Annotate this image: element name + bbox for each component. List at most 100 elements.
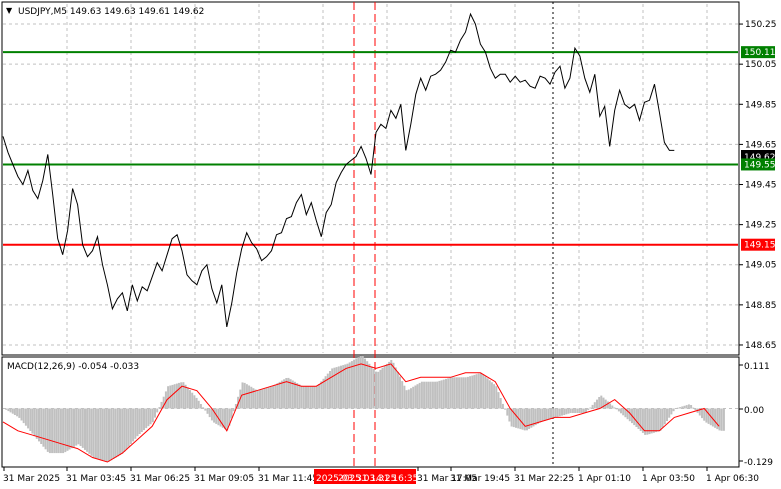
macd-bar [40, 408, 43, 444]
macd-bar [711, 408, 714, 427]
macd-bar [493, 384, 496, 409]
macd-bar [593, 402, 596, 409]
macd-bar [156, 408, 159, 413]
macd-bar [414, 385, 417, 409]
macd-bar [541, 408, 544, 422]
macd-bar [296, 383, 299, 409]
macd-bar [567, 408, 570, 414]
macd-bar [521, 408, 524, 430]
macd-bar [119, 408, 121, 456]
macd-bar [499, 398, 502, 409]
macd-bar [189, 390, 191, 409]
macd-bar [108, 408, 110, 462]
macd-bar [720, 408, 723, 431]
macd-bar [571, 408, 574, 413]
macd-bar [639, 408, 642, 431]
macd-bar [66, 408, 69, 451]
macd-bar [46, 408, 49, 452]
macd-bar [401, 381, 404, 409]
macd-bar [302, 386, 305, 409]
macd-bar [171, 384, 174, 409]
macd-bar [576, 408, 579, 413]
macd-bar [79, 408, 82, 446]
macd-bar [392, 362, 395, 409]
macd-bar [24, 408, 27, 426]
macd-bar [191, 392, 194, 409]
macd-bar [285, 378, 288, 409]
macd-bar [637, 408, 640, 429]
macd-bar [226, 408, 229, 431]
macd-bar [326, 373, 329, 409]
time-tick-label: 1 Apr 01:10 [578, 474, 631, 484]
macd-bar [506, 408, 509, 416]
macd-bar [217, 408, 220, 426]
macd-bar [259, 389, 261, 409]
macd-bar [167, 386, 170, 409]
macd-bar [679, 407, 682, 409]
macd-bar [114, 408, 117, 458]
macd-bar [449, 377, 452, 409]
macd-bar [86, 408, 89, 452]
macd-bar [309, 386, 312, 409]
macd-bar [624, 408, 627, 418]
macd-bar [425, 381, 428, 409]
macd-bar [355, 358, 358, 409]
macd-bar [77, 408, 80, 445]
macd-bar [90, 408, 93, 456]
macd-bar [51, 408, 54, 454]
macd-bar [121, 408, 124, 454]
macd-bar [48, 408, 51, 454]
macd-bar [547, 408, 550, 420]
macd-bar [661, 408, 664, 428]
macd-bar [670, 408, 673, 415]
macd-bar [379, 369, 382, 409]
macd-bar [399, 376, 401, 409]
macd-bar [101, 408, 104, 461]
macd-bar [138, 408, 141, 434]
price-tick-label: 150.05 [745, 60, 777, 70]
macd-bar [606, 401, 609, 409]
macd-bar [224, 408, 226, 430]
macd-bar [359, 355, 362, 409]
macd-bar [523, 408, 526, 431]
macd-bar [315, 386, 318, 409]
macd-axis: 0.111 0.00 -0.129 [739, 362, 773, 468]
symbol-header[interactable]: ▼ USDJPY,M5 149.63 149.63 149.61 149.62 [6, 6, 204, 17]
macd-bar [35, 408, 38, 439]
macd-bar [722, 408, 725, 431]
macd-bar [5, 408, 8, 410]
level-tag-box [741, 238, 775, 251]
macd-bar [3, 408, 5, 409]
macd-bar [29, 408, 32, 431]
macd-bar [714, 408, 717, 428]
macd-bar [136, 408, 139, 437]
macd-bar [320, 381, 323, 409]
macd-bar [591, 404, 594, 409]
price-line [2, 12, 675, 328]
macd-bar [55, 408, 58, 454]
macd-bar [718, 408, 721, 431]
price-tick-label: 148.65 [745, 341, 777, 351]
price-tick-label: 149.25 [745, 221, 777, 231]
macd-bar [123, 408, 126, 452]
macd-bar [250, 386, 253, 409]
macd-bar [346, 363, 349, 409]
macd-bar [410, 388, 412, 409]
macd-bar [125, 408, 128, 450]
macd-bar [394, 367, 397, 409]
level-lines[interactable] [3, 51, 738, 246]
macd-bar [602, 397, 605, 409]
macd-bar [368, 363, 371, 409]
macd-bar [291, 380, 294, 409]
macd-bar [105, 408, 108, 462]
price-panel[interactable] [1, 1, 740, 356]
macd-bar [219, 408, 222, 427]
macd-bar [340, 365, 342, 409]
macd-bar [497, 392, 500, 409]
macd-bar [366, 361, 369, 409]
macd-bar [18, 408, 21, 418]
macd-bar [554, 408, 557, 418]
chart-menu-icon[interactable]: ▼ [6, 6, 13, 15]
macd-bar [484, 376, 487, 409]
